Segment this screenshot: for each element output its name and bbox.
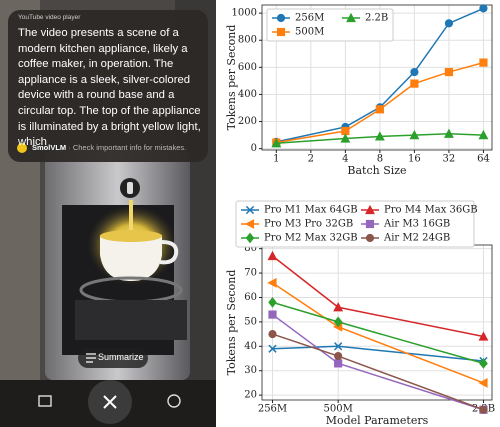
marker <box>479 405 488 414</box>
legend-marker <box>276 27 286 37</box>
message: The video presents a scene of a modern k… <box>18 27 201 149</box>
y-tick-label: 40 <box>244 341 257 352</box>
summarize-button[interactable]: Summarize <box>98 352 144 362</box>
legend-label: Pro M2 Max 32GB <box>264 233 358 244</box>
marker <box>268 344 277 353</box>
y-tick-label: 70 <box>244 268 257 279</box>
legend-label: Air M3 16GB <box>383 219 450 230</box>
legend-label: 2.2B <box>365 13 388 24</box>
y-tick-label: 20 <box>244 390 257 401</box>
legend-label: Pro M1 Max 64GB <box>264 205 358 216</box>
disclaimer: · Check important info for mistakes. <box>68 143 187 152</box>
marker <box>410 67 419 77</box>
footer: SmolVLM · Check important info for mista… <box>32 143 186 152</box>
y-tick-label: 400 <box>238 89 257 100</box>
marker <box>267 250 278 261</box>
y-tick-label: 0 <box>251 143 257 154</box>
marker <box>334 359 343 368</box>
series-line <box>272 255 484 338</box>
marker <box>334 351 343 361</box>
legend-label: 256M <box>295 13 324 24</box>
marker <box>268 296 277 308</box>
marker <box>333 316 343 328</box>
marker <box>409 129 420 140</box>
marker <box>374 131 385 141</box>
x-tick-label: 4 <box>342 154 348 165</box>
app-name: SmolVLM <box>32 143 67 152</box>
marker <box>443 128 454 138</box>
x-tick-label: 32 <box>443 154 456 165</box>
marker <box>410 79 419 88</box>
y-tick-label: 200 <box>238 116 257 127</box>
x-tick-label: 500M <box>323 404 352 415</box>
marker <box>444 19 454 28</box>
marker <box>268 310 277 319</box>
y-axis-label: Tokens per Second <box>225 25 238 131</box>
header: YouTube video player <box>18 14 81 21</box>
legend-marker <box>244 219 255 229</box>
legend-label: Pro M3 Pro 32GB <box>264 219 353 230</box>
series-line <box>272 333 484 411</box>
y-tick-label: 800 <box>238 35 257 46</box>
legend-marker <box>365 233 375 243</box>
legend-box <box>235 200 475 248</box>
legend-marker <box>245 232 255 244</box>
y-tick-label: 1000 <box>232 8 257 19</box>
legend-marker <box>276 13 286 23</box>
legend-label: Air M2 24GB <box>383 233 450 244</box>
legend-marker <box>365 204 375 215</box>
y-tick-label: 30 <box>244 365 257 376</box>
series-line <box>276 7 484 143</box>
y-tick-label: 600 <box>238 62 257 73</box>
marker <box>375 105 384 114</box>
marker <box>479 58 488 67</box>
marker <box>478 331 489 341</box>
marker <box>334 342 343 351</box>
x-tick-label: 256M <box>258 404 287 415</box>
x-tick-label: 8 <box>377 154 383 165</box>
marker <box>479 4 488 13</box>
legend-box <box>266 8 394 42</box>
series-line <box>276 132 484 144</box>
x-axis-label: Model Parameters <box>326 414 429 427</box>
marker <box>340 133 351 143</box>
x-axis-label: Batch Size <box>347 164 406 177</box>
plot-frame <box>261 4 493 151</box>
marker <box>333 302 344 312</box>
marker <box>478 129 489 140</box>
series-line <box>276 61 484 144</box>
marker <box>479 357 488 369</box>
x-tick-label: 2 <box>308 154 314 165</box>
marker <box>268 329 277 339</box>
legend-marker <box>346 12 356 23</box>
marker <box>478 377 488 388</box>
marker <box>444 67 454 77</box>
y-axis-label: Tokens per Second <box>225 270 238 376</box>
x-tick-label: 64 <box>477 154 490 165</box>
series-line <box>272 301 484 365</box>
y-tick-label: 50 <box>244 316 257 327</box>
x-tick-label: 1 <box>273 154 279 165</box>
plot-frame <box>261 244 493 401</box>
legend-marker <box>245 205 255 215</box>
phone-screenshot <box>0 0 216 427</box>
x-tick-label: 16 <box>408 154 421 165</box>
legend-label: Pro M4 Max 36GB <box>384 205 478 216</box>
marker <box>267 277 277 288</box>
marker <box>271 138 282 148</box>
y-tick-label: 80 <box>244 243 257 254</box>
legend-label: 500M <box>295 27 324 38</box>
y-tick-label: 60 <box>244 292 257 303</box>
legend-marker <box>365 219 375 229</box>
